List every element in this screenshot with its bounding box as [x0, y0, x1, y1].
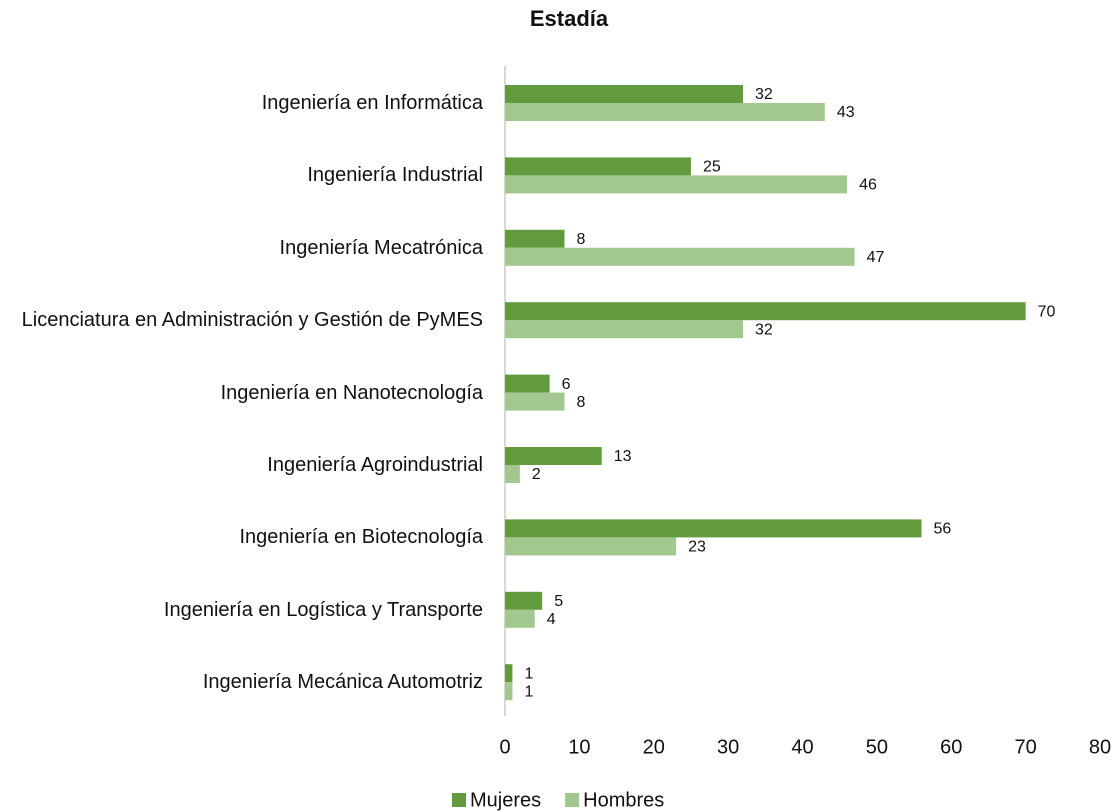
data-label: 56 [934, 521, 952, 538]
y-tick-label: Ingeniería Mecánica Automotriz [202, 671, 483, 694]
x-tick-label: 30 [717, 736, 739, 758]
y-tick-label: Ingeniería en Informática [261, 92, 483, 114]
data-label: 47 [867, 249, 885, 266]
data-label: 46 [859, 177, 877, 194]
bar [505, 682, 513, 701]
bar [505, 664, 513, 683]
data-label: 1 [524, 665, 533, 682]
legend-label: Mujeres [470, 789, 541, 811]
legend-swatch [565, 793, 580, 807]
bar [505, 247, 855, 266]
bar [505, 229, 565, 248]
data-label: 43 [837, 104, 855, 121]
x-tick-label: 40 [791, 736, 813, 758]
x-tick-label: 70 [1015, 736, 1037, 758]
x-tick-label: 50 [866, 736, 888, 758]
bar [505, 374, 550, 393]
y-tick-label: Ingeniería Mecatrónica [279, 236, 483, 259]
data-label: 1 [524, 683, 533, 700]
x-tick-label: 0 [499, 736, 510, 758]
bar [505, 103, 825, 121]
x-tick-label: 20 [643, 736, 665, 758]
y-tick-label: Ingeniería en Nanotecnología [220, 381, 483, 404]
data-label: 13 [614, 448, 632, 465]
y-tick-label: Ingeniería en Biotecnología [239, 526, 483, 549]
x-tick-label: 60 [940, 736, 962, 758]
y-tick-label: Ingeniería Agroindustrial [267, 454, 483, 476]
data-label: 32 [755, 321, 773, 338]
y-tick-label: Ingeniería Industrial [307, 164, 483, 187]
bar [505, 392, 565, 411]
legend-swatch [452, 793, 466, 807]
y-tick-label: Ingeniería en Logística y Transporte [163, 598, 483, 621]
bar [505, 591, 543, 610]
x-tick-label: 10 [568, 736, 590, 758]
bar [505, 157, 691, 176]
data-label: 5 [554, 593, 563, 610]
bar [505, 302, 1026, 321]
data-label: 23 [688, 539, 706, 556]
legend-label: Hombres [583, 789, 664, 811]
bar [505, 537, 677, 556]
chart-title: Estadía [530, 6, 609, 31]
bar [505, 320, 743, 339]
data-label: 32 [755, 86, 773, 103]
bar [505, 447, 602, 465]
bar [505, 175, 848, 194]
data-label: 25 [703, 159, 721, 176]
bar [505, 85, 743, 103]
data-label: 4 [547, 611, 556, 628]
data-label: 2 [532, 466, 541, 483]
y-tick-label: Licenciatura en Administración y Gestión… [21, 309, 483, 332]
data-label: 8 [577, 231, 586, 248]
data-label: 6 [562, 376, 571, 393]
data-label: 8 [577, 394, 586, 411]
bar [505, 519, 922, 538]
data-label: 70 [1038, 303, 1056, 320]
x-tick-label: 80 [1089, 736, 1111, 758]
bar [505, 609, 535, 628]
bar [505, 465, 520, 483]
